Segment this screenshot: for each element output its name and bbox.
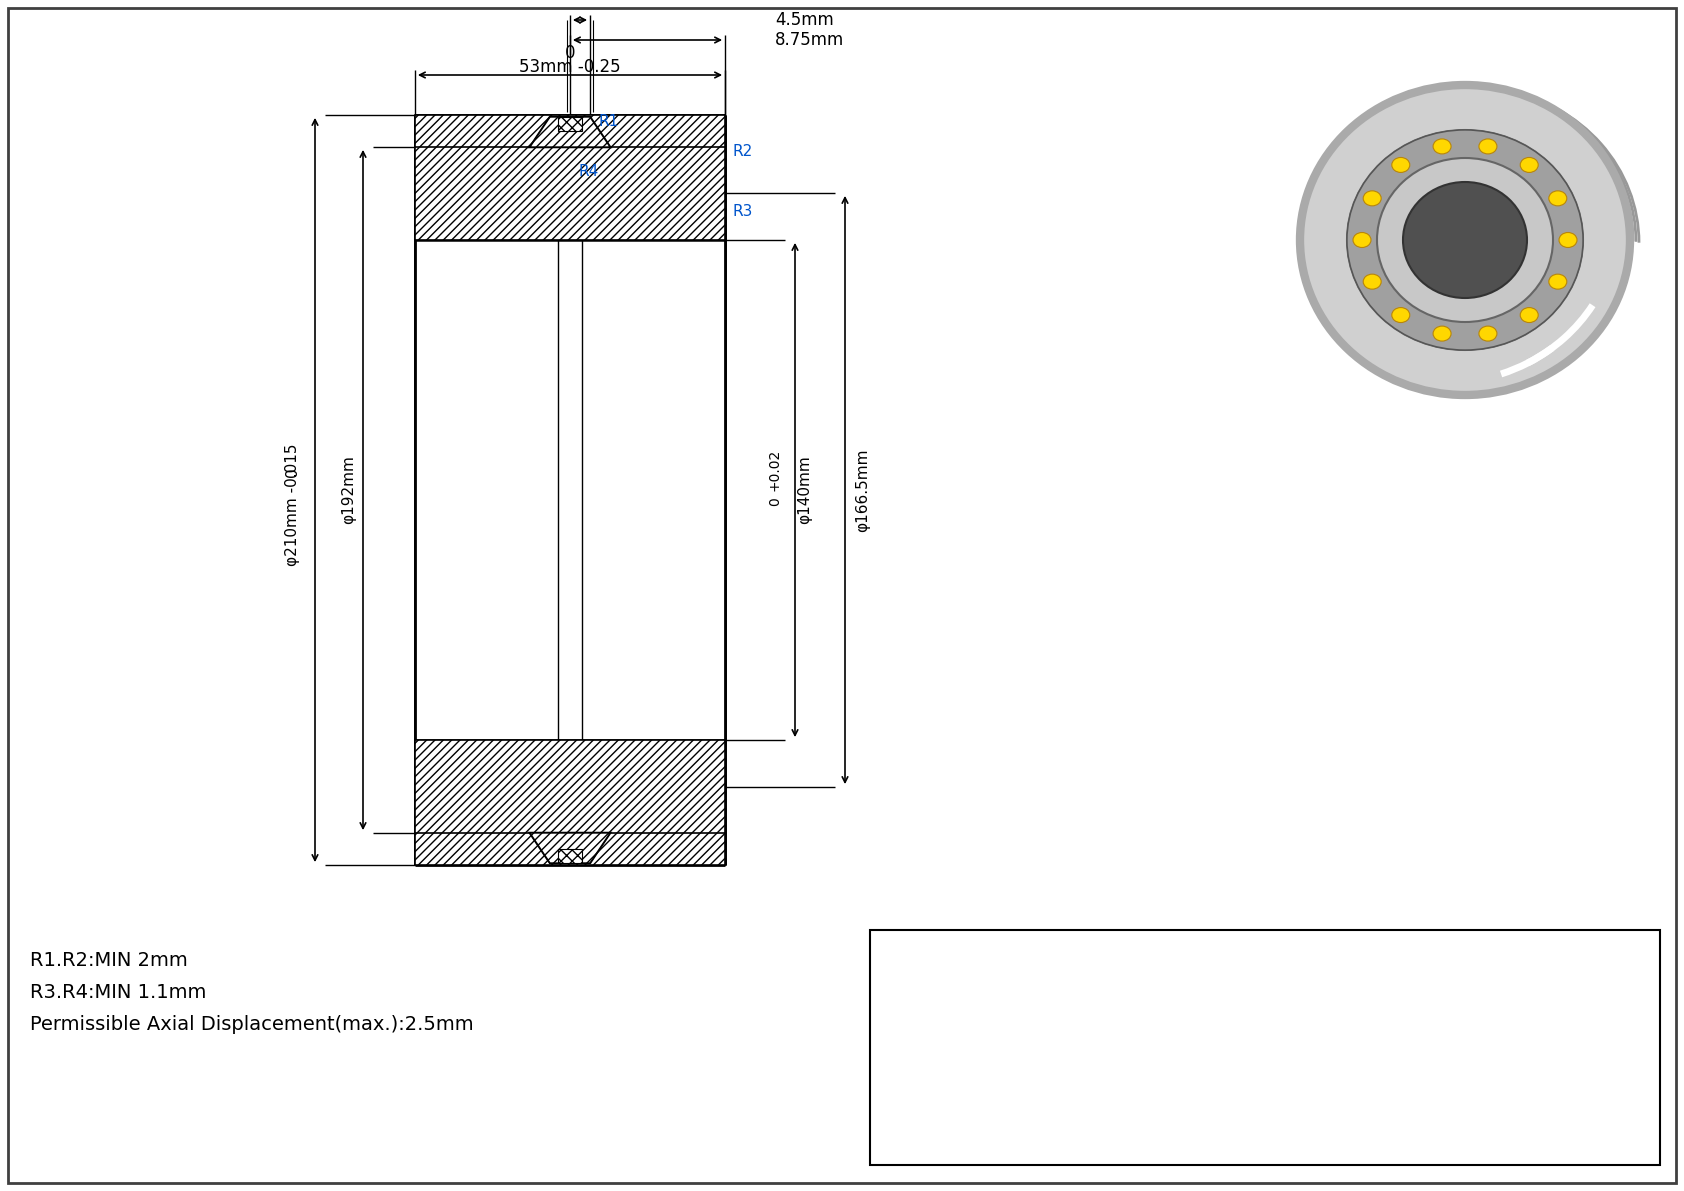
Text: R2: R2 <box>733 144 753 160</box>
Text: φ210mm -0.015: φ210mm -0.015 <box>286 444 300 566</box>
Ellipse shape <box>1549 191 1566 206</box>
Ellipse shape <box>1352 232 1371 248</box>
Text: R4: R4 <box>578 164 598 180</box>
Text: NN 3028 K/SPW33VS019: NN 3028 K/SPW33VS019 <box>1238 1073 1507 1092</box>
Text: φ192mm: φ192mm <box>342 456 357 524</box>
Ellipse shape <box>1391 307 1410 323</box>
Ellipse shape <box>1479 326 1497 341</box>
Ellipse shape <box>1300 85 1630 395</box>
Bar <box>557 117 583 131</box>
Text: 0: 0 <box>768 498 781 506</box>
Bar <box>414 193 726 787</box>
Text: φ140mm: φ140mm <box>798 456 812 524</box>
Text: ®: ® <box>1037 968 1054 986</box>
Ellipse shape <box>1378 158 1553 322</box>
Bar <box>216 15 925 965</box>
Text: 8.75mm: 8.75mm <box>775 31 844 49</box>
Text: Double Row Super-Precision Cylindrical Roller Bearings: Double Row Super-Precision Cylindrical R… <box>1162 1116 1583 1130</box>
Text: SHANGHAI LILY BEARING LIMITED: SHANGHAI LILY BEARING LIMITED <box>1216 961 1529 979</box>
Polygon shape <box>530 833 610 863</box>
Bar <box>414 146 726 193</box>
Ellipse shape <box>1433 326 1452 341</box>
Text: R3.R4:MIN 1.1mm: R3.R4:MIN 1.1mm <box>30 983 207 1002</box>
Ellipse shape <box>1479 139 1497 154</box>
Bar <box>414 740 726 833</box>
Text: Permissible Axial Displacement(max.):2.5mm: Permissible Axial Displacement(max.):2.5… <box>30 1015 473 1034</box>
Text: 0: 0 <box>564 44 576 62</box>
Text: Email: lilybearing@lily-bearing.com: Email: lilybearing@lily-bearing.com <box>1236 1000 1509 1016</box>
Ellipse shape <box>1347 130 1583 350</box>
Text: LILY: LILY <box>916 962 1039 1016</box>
Text: R1: R1 <box>598 114 618 130</box>
Ellipse shape <box>1403 182 1527 298</box>
Polygon shape <box>530 833 610 863</box>
Text: +0.02: +0.02 <box>768 449 781 491</box>
Text: 4.5mm: 4.5mm <box>775 11 834 29</box>
Text: 53mm -0.25: 53mm -0.25 <box>519 58 621 76</box>
Polygon shape <box>530 117 610 146</box>
Ellipse shape <box>1391 157 1410 173</box>
Polygon shape <box>530 117 610 146</box>
Bar <box>871 930 1660 1165</box>
Text: Part
Number: Part Number <box>943 1086 1010 1125</box>
Bar <box>414 146 726 241</box>
Text: R1.R2:MIN 2mm: R1.R2:MIN 2mm <box>30 950 187 969</box>
Ellipse shape <box>1559 232 1576 248</box>
Bar <box>557 849 583 863</box>
Text: R3: R3 <box>733 204 753 218</box>
Text: 0: 0 <box>286 467 300 476</box>
Ellipse shape <box>1549 274 1566 289</box>
Ellipse shape <box>1521 307 1537 323</box>
Ellipse shape <box>1364 274 1381 289</box>
Bar <box>414 787 726 833</box>
Bar <box>414 787 726 865</box>
Ellipse shape <box>1347 130 1583 350</box>
Ellipse shape <box>1433 139 1452 154</box>
Bar <box>414 116 726 193</box>
Ellipse shape <box>1521 157 1537 173</box>
Ellipse shape <box>1364 191 1381 206</box>
Text: φ166.5mm: φ166.5mm <box>855 448 871 531</box>
